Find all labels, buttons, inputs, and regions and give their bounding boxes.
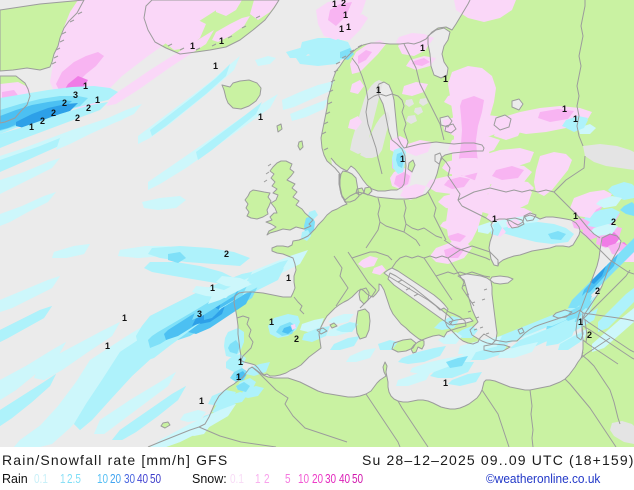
svg-text:1: 1 (443, 74, 448, 84)
svg-text:1: 1 (190, 41, 195, 51)
svg-text:1: 1 (573, 211, 578, 221)
svg-text:2: 2 (294, 334, 299, 344)
svg-text:1: 1 (343, 10, 348, 20)
svg-text:2: 2 (595, 286, 600, 296)
svg-text:1: 1 (400, 154, 405, 164)
svg-text:1: 1 (210, 283, 215, 293)
svg-text:1: 1 (492, 214, 497, 224)
svg-text:1: 1 (346, 22, 351, 32)
svg-text:1: 1 (562, 104, 567, 114)
svg-text:1: 1 (376, 85, 381, 95)
svg-text:2: 2 (587, 330, 592, 340)
svg-text:2: 2 (40, 116, 45, 126)
svg-text:1: 1 (258, 112, 263, 122)
svg-text:2: 2 (51, 108, 56, 118)
svg-text:1: 1 (339, 24, 344, 34)
svg-text:2: 2 (86, 103, 91, 113)
svg-text:1: 1 (236, 372, 241, 382)
svg-text:2: 2 (75, 113, 80, 123)
svg-text:1: 1 (420, 43, 425, 53)
svg-text:1: 1 (213, 61, 218, 71)
svg-text:1: 1 (286, 273, 291, 283)
svg-text:1: 1 (95, 95, 100, 105)
svg-text:3: 3 (197, 309, 202, 319)
svg-text:3: 3 (73, 90, 78, 100)
svg-text:1: 1 (332, 0, 337, 9)
svg-text:1: 1 (29, 122, 34, 132)
svg-text:1: 1 (83, 81, 88, 91)
svg-text:1: 1 (122, 313, 127, 323)
svg-text:2: 2 (62, 98, 67, 108)
svg-text:1: 1 (238, 357, 243, 367)
svg-text:1: 1 (219, 36, 224, 46)
svg-text:2: 2 (224, 249, 229, 259)
svg-text:2: 2 (341, 0, 346, 8)
svg-text:1: 1 (105, 341, 110, 351)
svg-text:1: 1 (199, 396, 204, 406)
svg-text:1: 1 (573, 114, 578, 124)
svg-text:1: 1 (269, 317, 274, 327)
svg-text:2: 2 (611, 217, 616, 227)
svg-text:1: 1 (578, 317, 583, 327)
svg-text:1: 1 (443, 378, 448, 388)
